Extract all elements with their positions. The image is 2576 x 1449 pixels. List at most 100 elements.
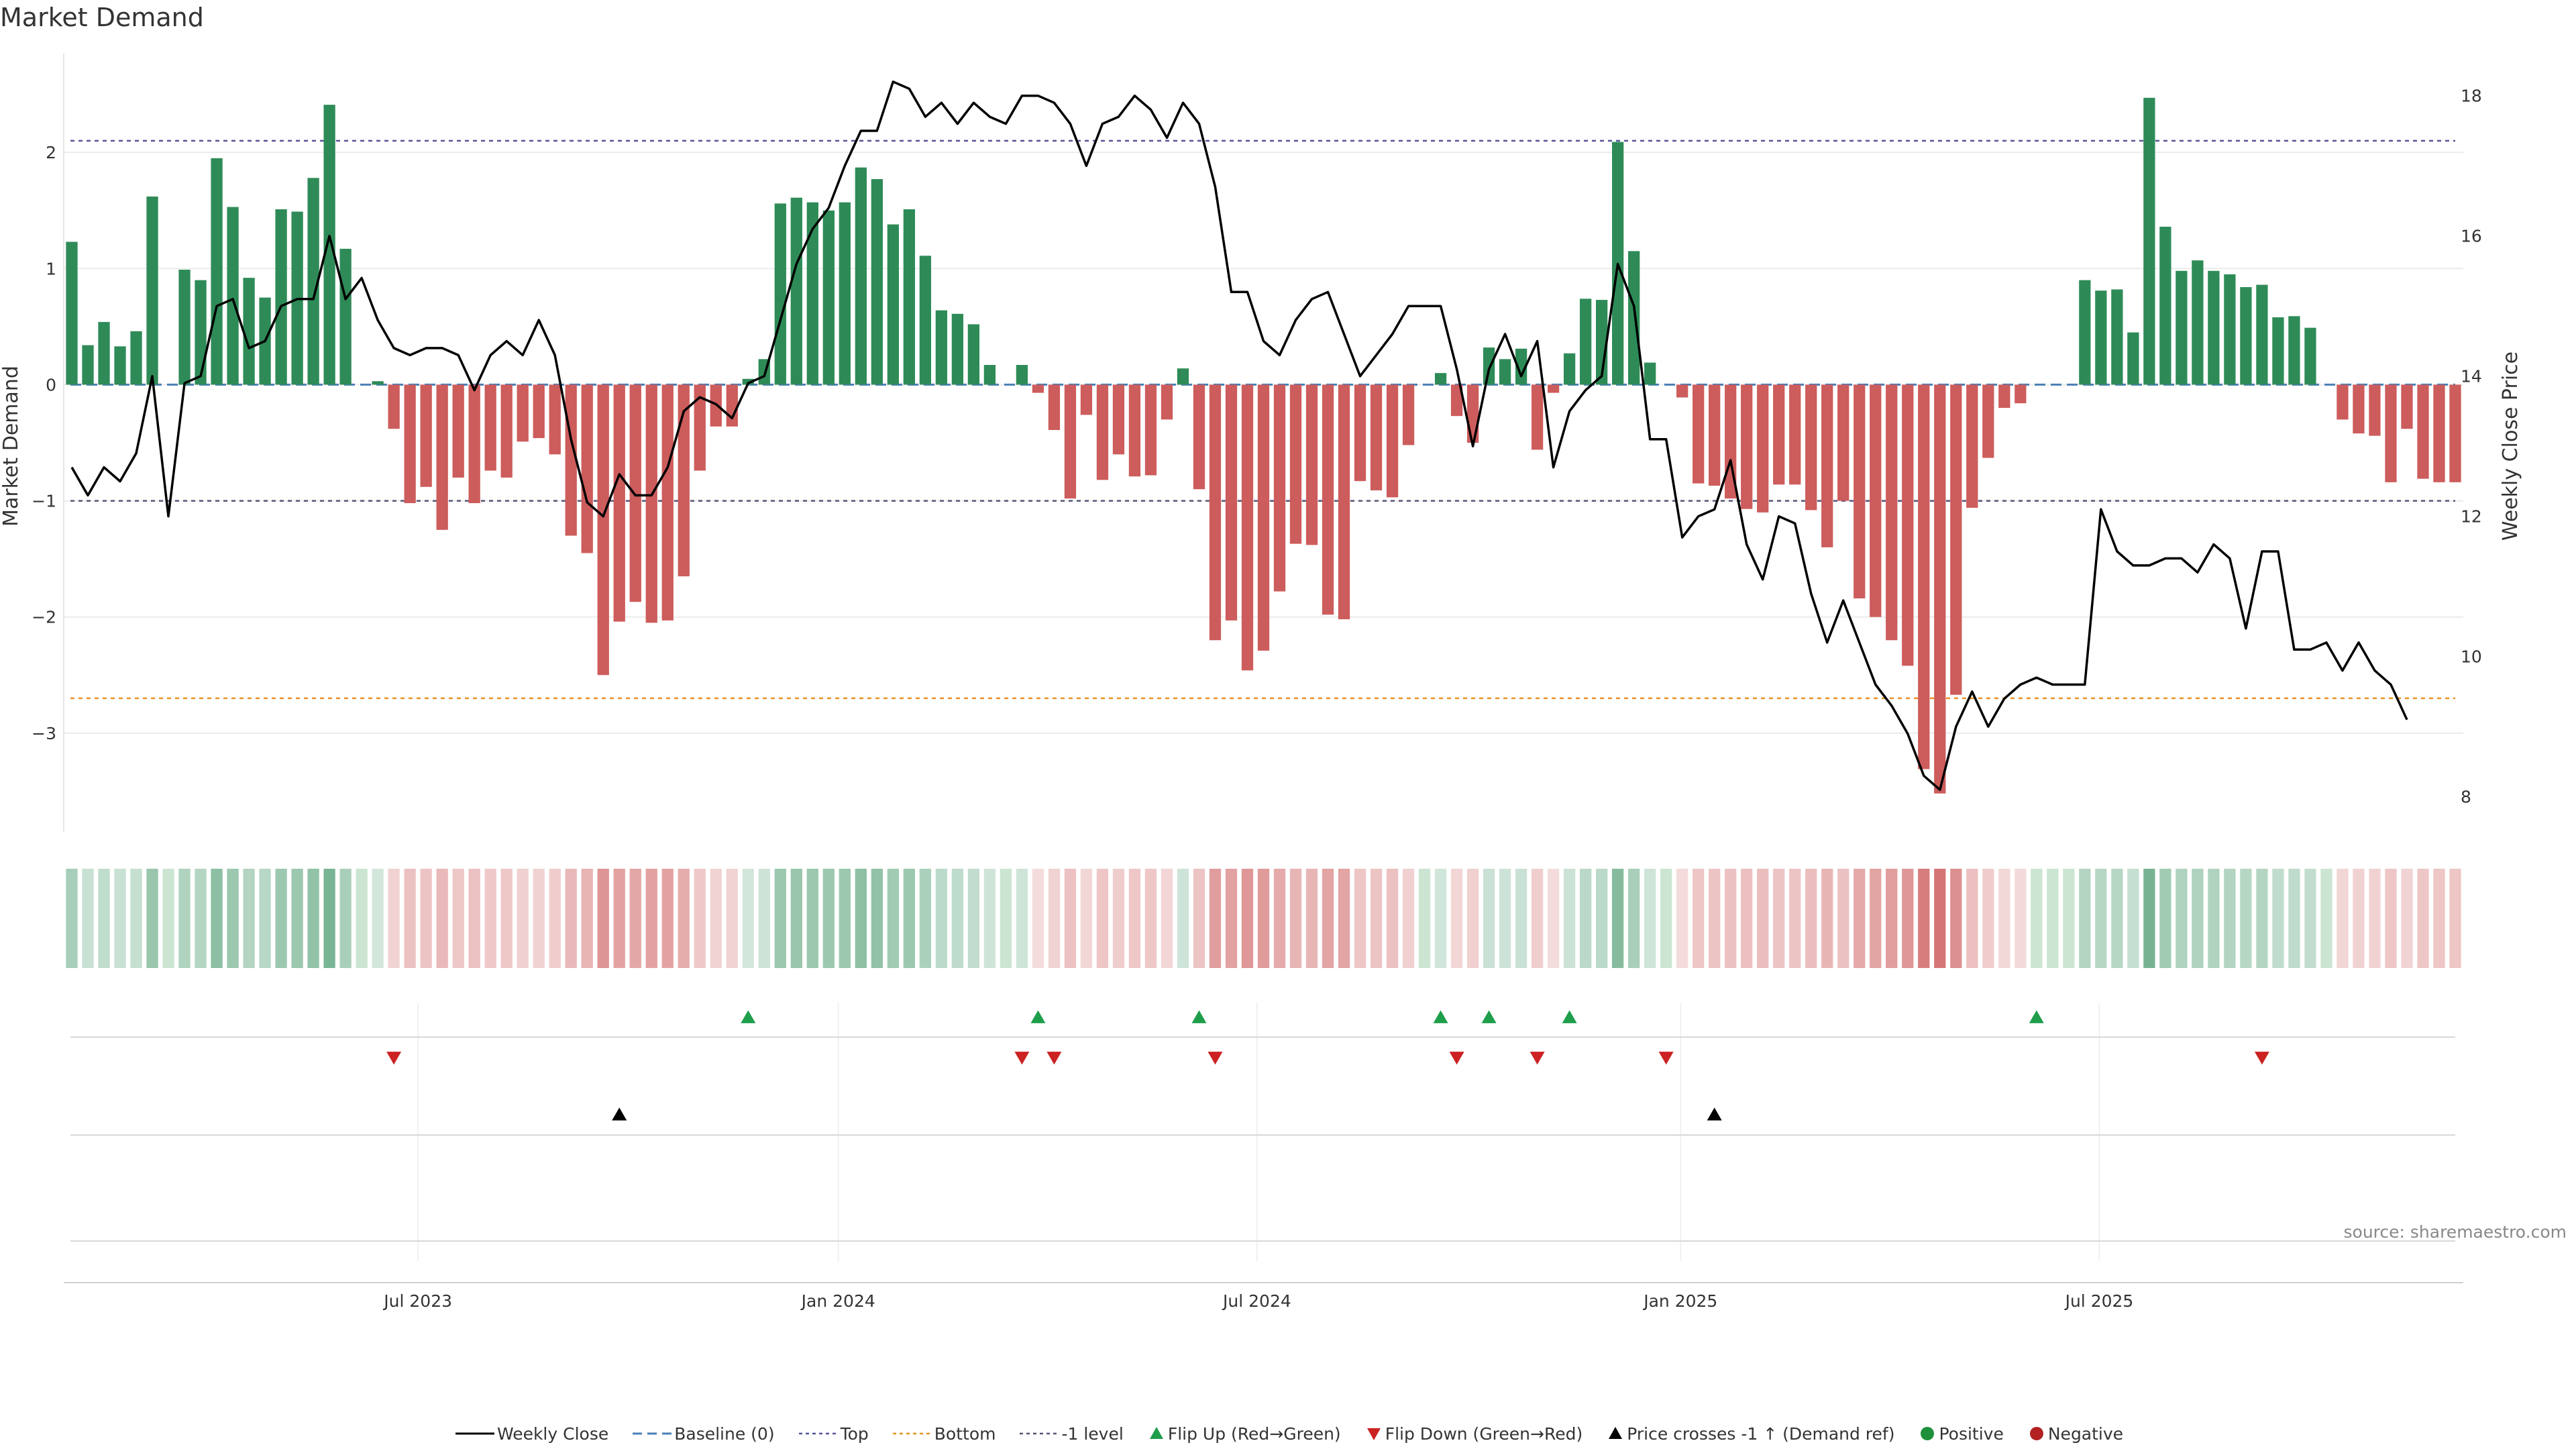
demand-bar: [1225, 384, 1238, 621]
heat-cell: [742, 869, 754, 968]
heat-cell: [1257, 869, 1270, 968]
heat-cell: [307, 869, 319, 968]
heat-cell: [1273, 869, 1286, 968]
heat-cell: [211, 869, 223, 968]
heat-cell: [2240, 869, 2252, 968]
demand-bar: [1032, 384, 1044, 393]
demand-bars: [66, 97, 2461, 794]
x-tick-label: Jan 2024: [800, 1291, 875, 1311]
heat-cell: [1693, 869, 1705, 968]
demand-bar: [66, 241, 78, 385]
legend-item-bottom: Bottom: [890, 1424, 996, 1444]
demand-bar: [2208, 270, 2220, 385]
heat-cell: [1144, 869, 1157, 968]
legend-item-positive: Positive: [1916, 1424, 2004, 1444]
heat-cell: [323, 869, 335, 968]
heat-cell: [2127, 869, 2139, 968]
demand-bar: [1886, 384, 1898, 641]
demand-bar: [1466, 384, 1479, 443]
heat-cell: [613, 869, 625, 968]
heat-cell: [66, 869, 78, 968]
demand-bar: [1918, 384, 1930, 769]
demand-bar: [2192, 260, 2204, 385]
legend-label: Negative: [2047, 1424, 2124, 1444]
heat-cell: [1741, 869, 1753, 968]
heat-cell: [1725, 869, 1737, 968]
flip-down-marker: [1014, 1051, 1030, 1065]
demand-bar: [243, 278, 255, 385]
heat-cell: [2288, 869, 2300, 968]
y-right-tick-label: 10: [2461, 647, 2482, 667]
heat-cell: [1032, 869, 1044, 968]
y-right-axis-label: Weekly Close Price: [2499, 352, 2522, 541]
demand-bar: [1305, 384, 1318, 545]
demand-bar: [1789, 384, 1801, 485]
demand-bar: [694, 384, 706, 471]
heat-cell: [98, 869, 110, 968]
heat-cell: [967, 869, 980, 968]
neg1-legend-symbol: [1020, 1432, 1059, 1435]
demand-bar: [951, 313, 964, 385]
heat-strip: [66, 869, 2461, 968]
heat-cell: [420, 869, 432, 968]
demand-bar: [613, 384, 625, 622]
source-note: source: sharemaestro.com: [2343, 1222, 2567, 1242]
heat-cell: [678, 869, 690, 968]
demand-bar: [2417, 384, 2429, 479]
heat-cell: [1000, 869, 1012, 968]
flip-up-marker: [1562, 1010, 1577, 1024]
heat-cell: [806, 869, 818, 968]
demand-bar: [2288, 316, 2300, 385]
chart-title: Market Demand: [0, 3, 204, 32]
price-cross-marker: [1707, 1108, 1722, 1121]
heat-cell: [1434, 869, 1447, 968]
legend-label: Bottom: [934, 1424, 996, 1444]
demand-bar: [517, 384, 529, 442]
demand-bar: [1628, 251, 1640, 385]
heat-cell: [2337, 869, 2349, 968]
heat-cell: [1837, 869, 1849, 968]
heat-cell: [2143, 869, 2155, 968]
demand-bar: [114, 346, 126, 385]
heat-cell: [1080, 869, 1093, 968]
demand-bar: [1193, 384, 1205, 490]
demand-bar: [1757, 384, 1769, 513]
heat-cell: [1595, 869, 1608, 968]
demand-bar: [2433, 384, 2445, 482]
demand-bar: [1837, 384, 1849, 501]
demand-bar: [822, 210, 835, 385]
demand-bar: [1854, 384, 1866, 598]
demand-bar: [2256, 284, 2268, 385]
heat-cell: [951, 869, 964, 968]
heat-cell: [1289, 869, 1302, 968]
heat-cell: [1934, 869, 1946, 968]
negative-legend-symbol: [2029, 1427, 2043, 1440]
demand-bar: [1902, 384, 1914, 666]
heat-cell: [2224, 869, 2236, 968]
demand-bar: [1563, 353, 1576, 385]
flip-up-marker: [741, 1010, 756, 1024]
legend-item-line: Weekly Close: [453, 1424, 608, 1444]
demand-bar: [1273, 384, 1286, 592]
demand-bar: [1934, 384, 1946, 794]
legend-item-flip-up: Flip Up (Red→Green): [1145, 1424, 1341, 1444]
heat-cell: [871, 869, 883, 968]
demand-bar: [1257, 384, 1270, 651]
demand-bar: [1982, 384, 1994, 458]
demand-bar: [790, 197, 802, 385]
heat-cell: [452, 869, 464, 968]
y-right-tick-label: 8: [2461, 788, 2471, 807]
demand-bar: [1016, 365, 1028, 385]
top-legend-symbol: [798, 1432, 838, 1435]
demand-bar: [388, 384, 400, 429]
heat-cell: [484, 869, 496, 968]
heat-cell: [774, 869, 786, 968]
demand-bar: [645, 384, 657, 623]
demand-bar: [1402, 384, 1415, 445]
demand-bar: [1483, 347, 1495, 385]
heat-cell: [629, 869, 641, 968]
heat-cell: [2353, 869, 2365, 968]
legend-label: Top: [840, 1424, 869, 1444]
